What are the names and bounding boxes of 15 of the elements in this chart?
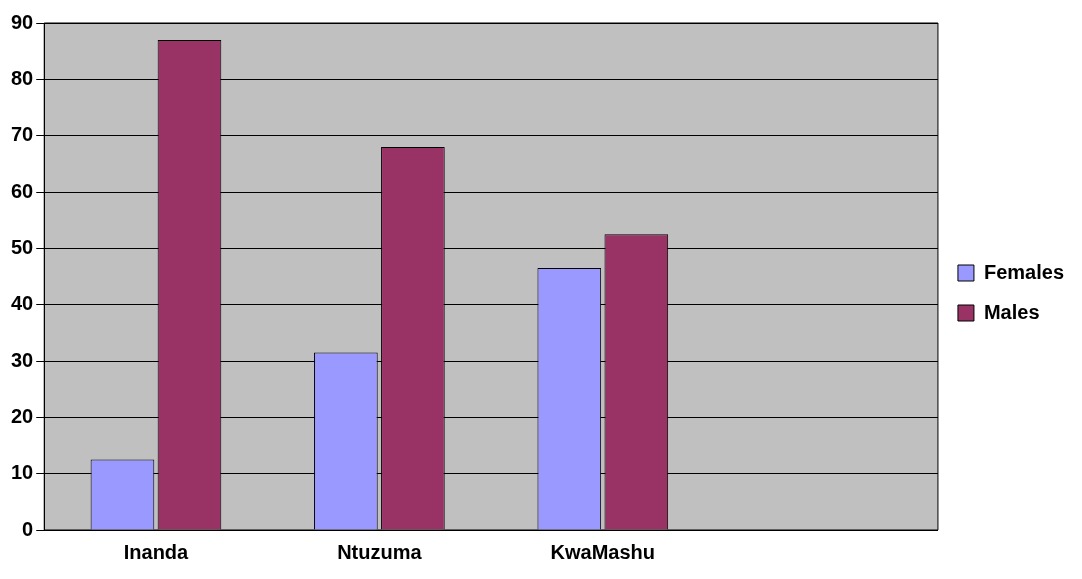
y-tick-label: 90 <box>11 10 34 33</box>
y-tick-label: 30 <box>11 348 34 371</box>
legend-label: Males <box>983 300 1040 323</box>
y-tick-label: 70 <box>11 123 34 146</box>
x-tick-label: KwaMashu <box>550 540 656 563</box>
y-tick-label: 60 <box>11 179 34 202</box>
legend-label: Females <box>983 260 1065 283</box>
y-tick-label: 10 <box>11 461 34 484</box>
y-tick-label: 20 <box>11 404 34 427</box>
y-tick-label: 40 <box>11 292 34 315</box>
y-tick-label: 50 <box>11 235 34 258</box>
y-tick-label: 80 <box>11 66 34 89</box>
y-tick-label: 0 <box>22 517 34 540</box>
x-tick-label: Ntuzuma <box>337 540 423 563</box>
x-tick-label: Inanda <box>123 540 190 563</box>
